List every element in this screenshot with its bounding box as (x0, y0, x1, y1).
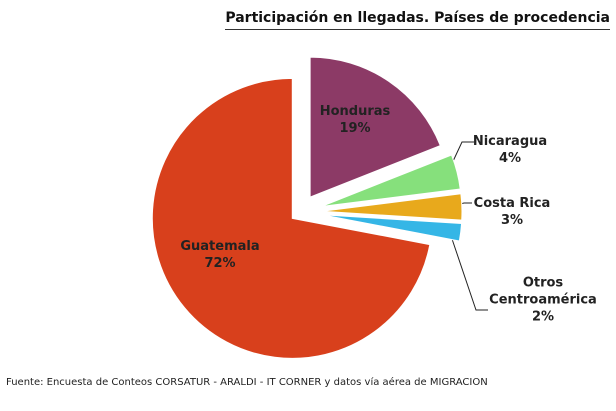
slice-label: Otros Centroamérica 2% (488, 275, 598, 326)
pie-slice (309, 56, 441, 198)
pie-slice (321, 154, 461, 208)
category-label: Costa Rica (473, 196, 551, 211)
pie-slice (321, 214, 463, 242)
slice-label: Costa Rica 3% (474, 195, 551, 229)
value-label: 3% (500, 213, 524, 228)
pie-slice (151, 77, 431, 359)
category-label: Honduras (319, 104, 391, 119)
value-label: 2% (531, 309, 555, 325)
slice-label: Honduras 19% (320, 103, 391, 137)
category-label: Otros Centroamérica (489, 275, 597, 308)
source-note: Fuente: Encuesta de Conteos CORSATUR - A… (6, 377, 488, 388)
value-label: 19% (339, 121, 371, 136)
slice-label: Guatemala 72% (180, 238, 259, 272)
category-label: Nicaragua (472, 134, 548, 149)
value-label: 4% (498, 151, 522, 166)
value-label: 72% (204, 256, 236, 271)
leader-line (449, 232, 488, 311)
category-label: Guatemala (180, 239, 260, 254)
chart-title: Participación en llegadas. Países de pro… (225, 10, 610, 30)
slice-label: Nicaragua 4% (473, 133, 547, 167)
pie-slice (321, 193, 463, 221)
